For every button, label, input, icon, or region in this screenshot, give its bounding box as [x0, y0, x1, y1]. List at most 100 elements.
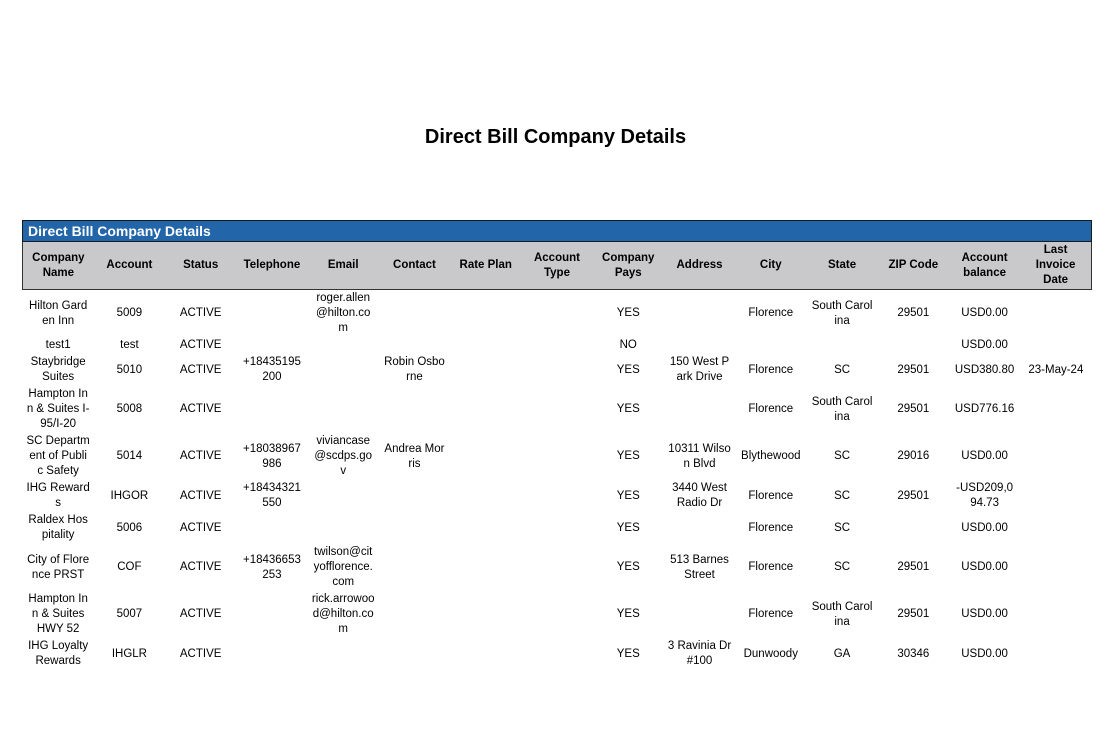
empty-cell — [1020, 480, 1091, 512]
table-cell: 513 Barnes Street — [670, 553, 729, 581]
empty-cell — [521, 480, 592, 512]
empty-cell — [379, 512, 450, 544]
table-cell: USD0.00 — [961, 339, 1008, 351]
empty-cell — [236, 591, 307, 638]
table-cell: 5009 — [116, 307, 143, 319]
empty-cell — [521, 290, 592, 338]
table-cell: +18038967986 — [242, 442, 301, 470]
column-header: Email — [307, 241, 379, 290]
empty-cell — [308, 354, 379, 386]
table-cell: USD0.00 — [961, 561, 1008, 573]
company-table: Direct Bill Company Details Company Name… — [22, 220, 1092, 670]
empty-cell — [450, 337, 521, 354]
table-cell: Florence — [748, 608, 794, 620]
table-cell: +18434321550 — [242, 482, 301, 509]
empty-cell — [236, 512, 307, 544]
column-header: State — [806, 241, 878, 290]
table-cell: SC — [834, 363, 851, 376]
table-cell: 5008 — [116, 403, 143, 415]
empty-cell — [878, 512, 949, 544]
table-cell: YES — [616, 450, 640, 462]
table-cell: USD0.00 — [961, 608, 1008, 620]
table-cell: IHGOR — [110, 489, 149, 502]
table-cell: NO — [619, 339, 637, 351]
empty-cell — [379, 591, 450, 638]
table-cell: viviancase@scdps.gov — [314, 435, 373, 477]
table-cell: -USD209,094.73 — [956, 482, 1014, 509]
table-cell: Florence — [748, 307, 794, 319]
empty-cell — [521, 386, 592, 433]
table-cell: Andrea Morris — [384, 442, 445, 470]
empty-cell — [450, 433, 521, 480]
table-cell: 29501 — [897, 363, 930, 376]
empty-cell — [236, 337, 307, 354]
table-row: IHG Rewards IHGOR ACTIVE +18434321550 YES 344… — [23, 480, 1092, 512]
table-cell: 29501 — [897, 403, 930, 415]
table-cell: Hampton Inn & Suites I-95/I-20 — [26, 388, 90, 430]
column-header: Rate Plan — [450, 241, 522, 290]
table-cell: ACTIVE — [179, 489, 222, 502]
table-body: Hilton Garden Inn 5009 ACTIVE roger.allen@h… — [23, 290, 1092, 671]
table-cell: SC — [834, 489, 851, 502]
column-header: Telephone — [236, 241, 308, 290]
empty-cell — [308, 638, 379, 670]
table-cell: ACTIVE — [179, 307, 222, 319]
table-cell: 150 West Park Drive — [669, 356, 730, 383]
table-cell: City of Florence PRST — [27, 553, 90, 581]
empty-cell — [1020, 591, 1091, 638]
empty-cell — [308, 386, 379, 433]
table-cell: 29501 — [897, 489, 930, 502]
empty-cell — [521, 591, 592, 638]
table-cell: IHG Loyalty Rewards — [28, 640, 89, 667]
table-cell: SC — [834, 450, 851, 462]
table-cell: 29501 — [897, 608, 930, 620]
empty-cell — [450, 591, 521, 638]
table-cell: Florence — [748, 561, 794, 573]
table-cell: South Carolina — [811, 395, 873, 423]
empty-cell — [1020, 290, 1091, 338]
empty-cell — [521, 354, 592, 386]
table-cell: ACTIVE — [179, 608, 222, 620]
empty-cell — [521, 433, 592, 480]
empty-cell — [806, 337, 877, 354]
table-cell: USD380.80 — [954, 363, 1015, 376]
table-cell: Florence — [748, 521, 794, 534]
table-cell: ACTIVE — [179, 339, 222, 351]
empty-cell — [379, 480, 450, 512]
table-cell: ACTIVE — [179, 450, 222, 462]
table-row: SC Department of Public Safety 5014 ACTIVE… — [23, 433, 1092, 480]
empty-cell — [379, 290, 450, 338]
empty-cell — [379, 386, 450, 433]
empty-cell — [450, 386, 521, 433]
column-header: Account balance — [948, 241, 1021, 290]
table-cell: ACTIVE — [179, 363, 222, 376]
table-cell: YES — [616, 647, 640, 660]
empty-cell — [664, 386, 735, 433]
empty-cell — [450, 354, 521, 386]
table-cell: 5010 — [116, 363, 143, 376]
table-cell: twilson@cityofflorence.com — [313, 546, 373, 588]
column-header: Company Name — [22, 241, 94, 290]
empty-cell — [1020, 337, 1091, 354]
table-cell: ACTIVE — [179, 521, 222, 534]
table-cell: YES — [616, 403, 640, 415]
column-header: City — [735, 241, 807, 290]
empty-cell — [664, 290, 735, 338]
empty-cell — [735, 337, 806, 354]
table-cell: USD776.16 — [954, 403, 1015, 415]
table-cell: ACTIVE — [179, 561, 222, 573]
caption-row: Direct Bill Company Details — [22, 220, 1092, 242]
column-header: Account Type — [521, 241, 593, 290]
empty-cell — [521, 544, 592, 591]
table-cell: Florence — [748, 489, 794, 502]
table-cell: 29016 — [897, 450, 930, 462]
empty-cell — [450, 480, 521, 512]
table-cell: USD0.00 — [961, 647, 1008, 660]
table-cell: YES — [616, 521, 640, 534]
table-cell: 5007 — [116, 608, 143, 620]
column-header: ZIP Code — [877, 241, 949, 290]
header-row: Company Name Account Status Telephone Email C… — [22, 241, 1092, 290]
table-cell: South Carolina — [811, 299, 873, 327]
table-cell: Raldex Hospitality — [28, 514, 88, 541]
empty-cell — [450, 638, 521, 670]
